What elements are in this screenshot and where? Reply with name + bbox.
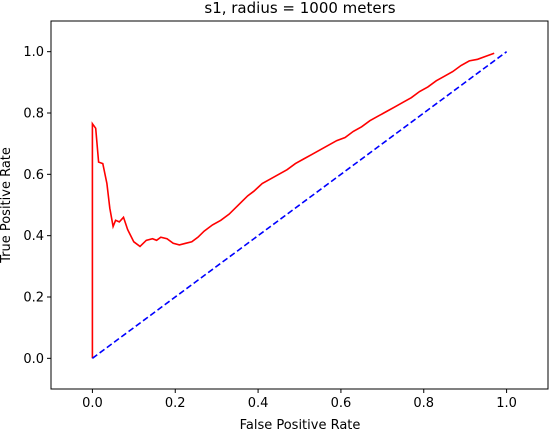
x-tick-label: 0.0 xyxy=(82,396,103,411)
y-tick-label: 0.4 xyxy=(23,229,44,244)
x-axis-ticks: 0.0 0.2 0.4 0.6 0.8 1.0 xyxy=(82,389,517,411)
y-tick-label: 0.0 xyxy=(23,352,44,367)
y-tick-label: 1.0 xyxy=(23,45,44,60)
plot-frame xyxy=(50,20,549,390)
x-tick-label: 0.8 xyxy=(413,396,434,411)
x-tick-label: 0.4 xyxy=(248,396,269,411)
x-tick-label: 1.0 xyxy=(496,396,517,411)
y-axis-label: True Positive Rate xyxy=(0,147,14,264)
x-axis-label: False Positive Rate xyxy=(240,418,361,433)
x-tick-label: 0.2 xyxy=(165,396,186,411)
x-tick-label: 0.6 xyxy=(331,396,352,411)
plot-area: 0.0 0.2 0.4 0.6 0.8 1.0 0.0 0.2 0.4 0.6 0.8 1.0 xyxy=(23,20,549,411)
y-tick-label: 0.6 xyxy=(23,168,44,183)
y-axis-ticks: 0.0 0.2 0.4 0.6 0.8 1.0 xyxy=(23,45,51,367)
roc-curve-line xyxy=(91,52,495,359)
diagonal-reference-line xyxy=(91,51,508,359)
y-tick-label: 0.2 xyxy=(23,291,44,306)
series-layer xyxy=(91,51,508,359)
y-tick-label: 0.8 xyxy=(23,107,44,122)
chart-title: s1, radius = 1000 meters xyxy=(204,0,395,17)
